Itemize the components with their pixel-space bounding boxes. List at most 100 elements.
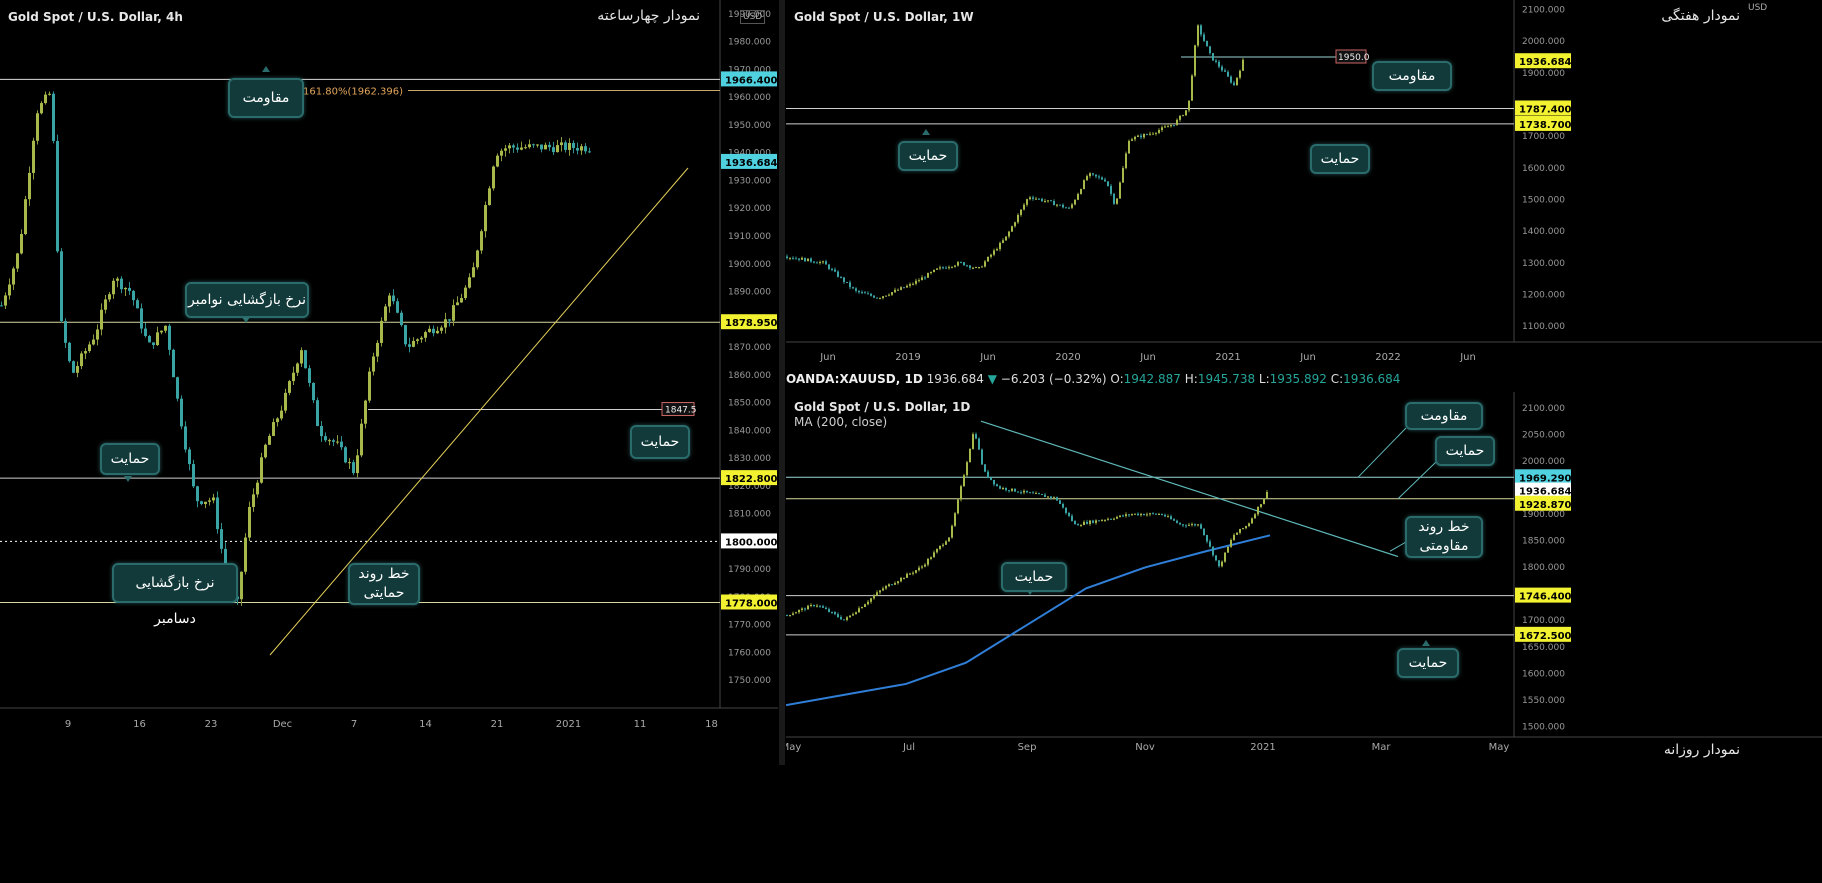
candle-1d-candle <box>792 613 794 616</box>
time-tick-label: Jul <box>902 742 915 753</box>
candle-1d-candle <box>1257 506 1259 515</box>
callout-resistance-4h: مقاومت <box>228 78 304 118</box>
candle-1d-candle <box>1188 524 1190 526</box>
candle-4h-candle <box>552 147 555 153</box>
candle-4h-candle <box>44 94 47 104</box>
candle-1d-candle <box>1110 518 1112 520</box>
candle-1w-candle <box>798 258 800 260</box>
price-label-4h-0-bg <box>721 71 777 87</box>
candle-4h-candle <box>364 400 367 424</box>
chart-1w-canvas[interactable]: 1100.000 1200.000 1300.000 1400.000 1500.000… <box>786 0 1822 370</box>
candle-1d-candle <box>930 557 932 559</box>
candle-1w-candle <box>1188 100 1190 111</box>
candle-4h-candle <box>560 142 563 146</box>
candle-1w-candle <box>1047 200 1049 202</box>
candle-4h-candle <box>492 166 495 189</box>
time-tick-label: 2021 <box>556 719 581 730</box>
candle-4h-candle <box>96 329 99 340</box>
candle-4h-candle <box>452 305 455 321</box>
candle-1w-candle <box>966 265 968 267</box>
candle-1d-candle <box>840 616 842 620</box>
candle-1w-candle <box>927 273 929 278</box>
price-label-4h-4: 1800.000 <box>725 537 778 548</box>
candle-1w-candle <box>906 285 908 288</box>
candle-1d-candle <box>1074 520 1076 525</box>
price-tick-label: 1770.000 <box>728 621 771 631</box>
candle-4h-candle <box>0 305 3 307</box>
symbol-legend-bar: OANDA:XAUUSD, 1D 1936.684 ▼ −6.203 (−0.3… <box>786 372 1700 392</box>
candle-1w-candle <box>870 293 872 296</box>
callout-support-1w-2: حمایت <box>1310 144 1370 174</box>
legend-close: 1936.684 <box>1343 372 1401 386</box>
chart-4h-canvas[interactable]: 1750.0001760.0001770.0001780.0001790.000… <box>0 0 778 765</box>
time-tick-label: 2022 <box>1375 352 1400 363</box>
candle-1w-candle <box>825 261 827 265</box>
price-label-4h-3: 1822.800 <box>725 474 778 485</box>
candle-1w-candle <box>993 250 995 255</box>
chart-4h-name: نمودار چهارساعته <box>597 8 700 24</box>
candle-4h-candle <box>520 147 523 150</box>
vertical-divider[interactable] <box>779 0 785 765</box>
candle-1d-candle <box>951 525 953 538</box>
candle-1w-candle <box>1086 176 1088 181</box>
candle-4h-candle <box>252 494 255 507</box>
legend-low-label: L: <box>1258 372 1270 386</box>
candle-1d-candle <box>1230 540 1232 547</box>
time-tick-label: 16 <box>133 719 146 730</box>
candle-1w-candle <box>1182 115 1184 117</box>
candle-4h-candle <box>360 423 363 456</box>
price-tick-label: 1970.000 <box>728 65 771 75</box>
candle-1w-candle <box>1224 70 1226 72</box>
candle-4h-candle <box>472 267 475 278</box>
callout-pointer <box>242 317 250 323</box>
candle-1w-candle <box>900 287 902 290</box>
chart-1w-name: نمودار هفتگی <box>1661 8 1740 24</box>
candle-1d-candle <box>786 614 788 616</box>
candle-4h-candle <box>524 147 527 149</box>
callout-pointer <box>262 66 270 72</box>
candle-4h-candle <box>8 284 11 296</box>
candle-1d-candle <box>825 607 827 610</box>
candle-4h-candle <box>400 312 403 326</box>
price-tick-label: 1960.000 <box>728 93 771 103</box>
candle-1d-candle <box>1050 496 1052 498</box>
candle-1d-candle <box>1041 494 1043 496</box>
candle-4h-candle <box>176 377 179 399</box>
candle-4h-candle <box>52 93 55 141</box>
candle-1w-candle <box>1113 193 1115 204</box>
candle-4h-candle <box>288 381 291 393</box>
candle-1d-candle <box>1053 497 1055 499</box>
candle-1w-candle <box>1089 173 1091 177</box>
candle-4h-candle <box>220 529 223 549</box>
chart-1d-canvas[interactable]: 1500.000 1550.000 1600.000 1650.000 1700.000… <box>786 392 1822 765</box>
candle-1d-candle <box>1206 535 1208 542</box>
candle-4h-candle <box>184 426 187 450</box>
callout-connector <box>1397 461 1437 500</box>
candle-1w-candle <box>1149 133 1151 135</box>
candle-4h-candle <box>24 199 27 235</box>
candle-4h-candle <box>536 144 539 146</box>
candle-1d-candle <box>1038 493 1040 495</box>
chart-1d-panel[interactable]: 1500.000 1550.000 1600.000 1650.000 1700.000… <box>786 392 1822 765</box>
chart-1w-panel[interactable]: 1100.000 1200.000 1300.000 1400.000 1500.000… <box>786 0 1822 370</box>
price-tick-label: 1840.000 <box>728 426 771 436</box>
candle-4h-candle <box>556 145 559 153</box>
candle-1d-candle <box>801 608 803 610</box>
legend-open-label: O: <box>1110 372 1124 386</box>
price-tick-label: 1700.000 <box>1522 132 1565 142</box>
callout-support-1d-3: حمایت <box>1397 648 1459 678</box>
candle-1w-candle <box>1041 198 1043 202</box>
candle-1w-candle <box>1158 130 1160 133</box>
candle-1d-candle <box>1224 552 1226 562</box>
price-tick-label: 1850.000 <box>728 399 771 409</box>
candle-4h-candle <box>180 398 183 427</box>
price-tick-label: 1950.000 <box>728 121 771 131</box>
chart-4h-panel[interactable]: 1750.0001760.0001770.0001780.0001790.000… <box>0 0 778 765</box>
candle-1w-candle <box>903 287 905 289</box>
fib-label: 161.80%(1962.396) <box>303 87 403 98</box>
candle-1d-candle <box>1140 514 1142 516</box>
candle-4h-candle <box>424 332 427 338</box>
candle-1w-candle <box>792 257 794 259</box>
candle-1d-candle <box>1092 520 1094 523</box>
candle-4h-candle <box>140 308 143 329</box>
